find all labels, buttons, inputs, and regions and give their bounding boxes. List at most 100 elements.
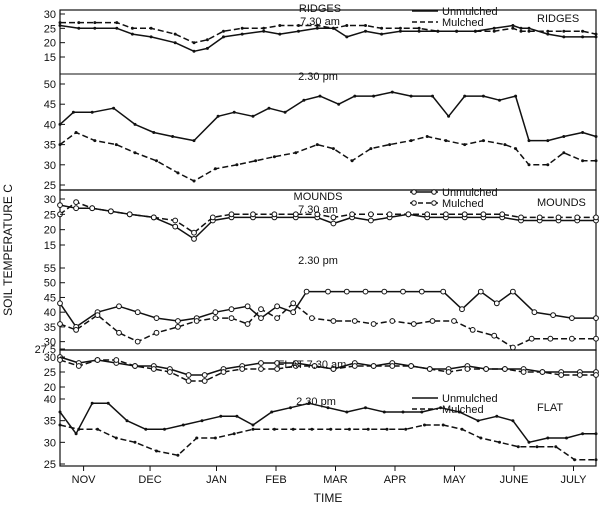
data-point [185,372,192,378]
data-point [130,32,134,36]
data-point [388,143,392,147]
data-point [303,288,310,295]
data-point [498,98,501,102]
data-point [58,423,62,427]
data-point [417,26,421,30]
data-point [58,21,62,25]
data-point [380,26,384,30]
data-point [581,432,585,436]
data-point [498,440,501,444]
data-point [94,357,101,363]
data-point [307,401,311,405]
treatment-header: RIDGES [299,3,341,15]
data-point [222,29,225,33]
data-point [176,171,180,175]
data-point [491,332,498,339]
data-point [555,214,562,221]
data-point [191,229,197,236]
data-point [219,414,223,418]
data-point [455,29,459,33]
data-point [408,363,415,369]
data-point [464,366,471,372]
data-point [562,135,566,138]
data-point [581,35,585,39]
data-point [251,423,255,427]
y-tick-label: 55 [44,263,56,275]
data-point [71,110,75,114]
data-point [459,306,465,313]
data-point [329,427,333,431]
data-point [581,131,585,134]
data-point [364,24,367,27]
data-point [369,147,373,151]
data-point [125,419,129,423]
data-point [175,318,181,324]
data-point [516,445,520,449]
data-point [409,94,413,98]
data-point [345,410,349,414]
data-point [351,318,358,324]
data-point [96,427,99,431]
data-point [228,306,235,313]
data-point [172,223,179,230]
data-point [390,90,394,94]
data-point [417,29,421,33]
x-tick-label-june: JUNE [500,474,529,486]
data-point [473,29,477,33]
data-point [193,318,200,324]
data-point [115,21,119,25]
data-point [318,94,322,98]
data-point [114,143,118,147]
data-point [457,410,461,414]
series-line-mulched-panel-6 [59,424,596,461]
data-point [309,315,315,322]
panel-frames [59,9,597,467]
data-point [519,29,523,33]
data-point [58,410,62,414]
data-point [212,315,219,322]
data-point [302,98,306,102]
panel-title: 2.30 pm [296,396,336,408]
data-point [385,427,389,431]
data-point [258,315,264,322]
data-point [511,419,515,423]
data-point [191,236,197,242]
data-point [527,29,531,33]
data-point [510,344,516,351]
data-point [368,211,374,218]
y-tick-label: 30 [44,9,56,21]
data-point [577,372,583,378]
data-point [353,94,357,98]
data-point [364,29,367,33]
data-point [201,372,208,378]
data-point [74,432,78,436]
data-point [370,363,377,369]
data-point [594,159,598,163]
data-point [386,211,393,218]
data-point [290,309,297,316]
data-point [77,21,81,25]
y-tick-label: 30 [44,437,56,449]
data-point [289,406,292,410]
data-point [479,436,483,440]
data-point [172,217,179,224]
y-tick-label: 25 [44,367,56,379]
panel-title: FLAT 7.30 am [278,359,347,371]
data-point [258,360,264,366]
data-point [493,300,500,307]
data-point [492,26,496,30]
y-tick-label: 25 [44,180,56,192]
data-point [94,312,101,319]
data-point [483,366,490,372]
data-point [205,46,209,50]
data-point [74,131,78,134]
data-point [441,423,445,427]
data-point [440,288,447,295]
treatment-label-ridges: RIDGES [537,13,579,25]
data-point [528,335,535,342]
data-point [562,151,566,155]
data-point [362,288,369,295]
data-point [93,21,97,25]
data-point [272,155,276,159]
data-point [134,309,141,316]
